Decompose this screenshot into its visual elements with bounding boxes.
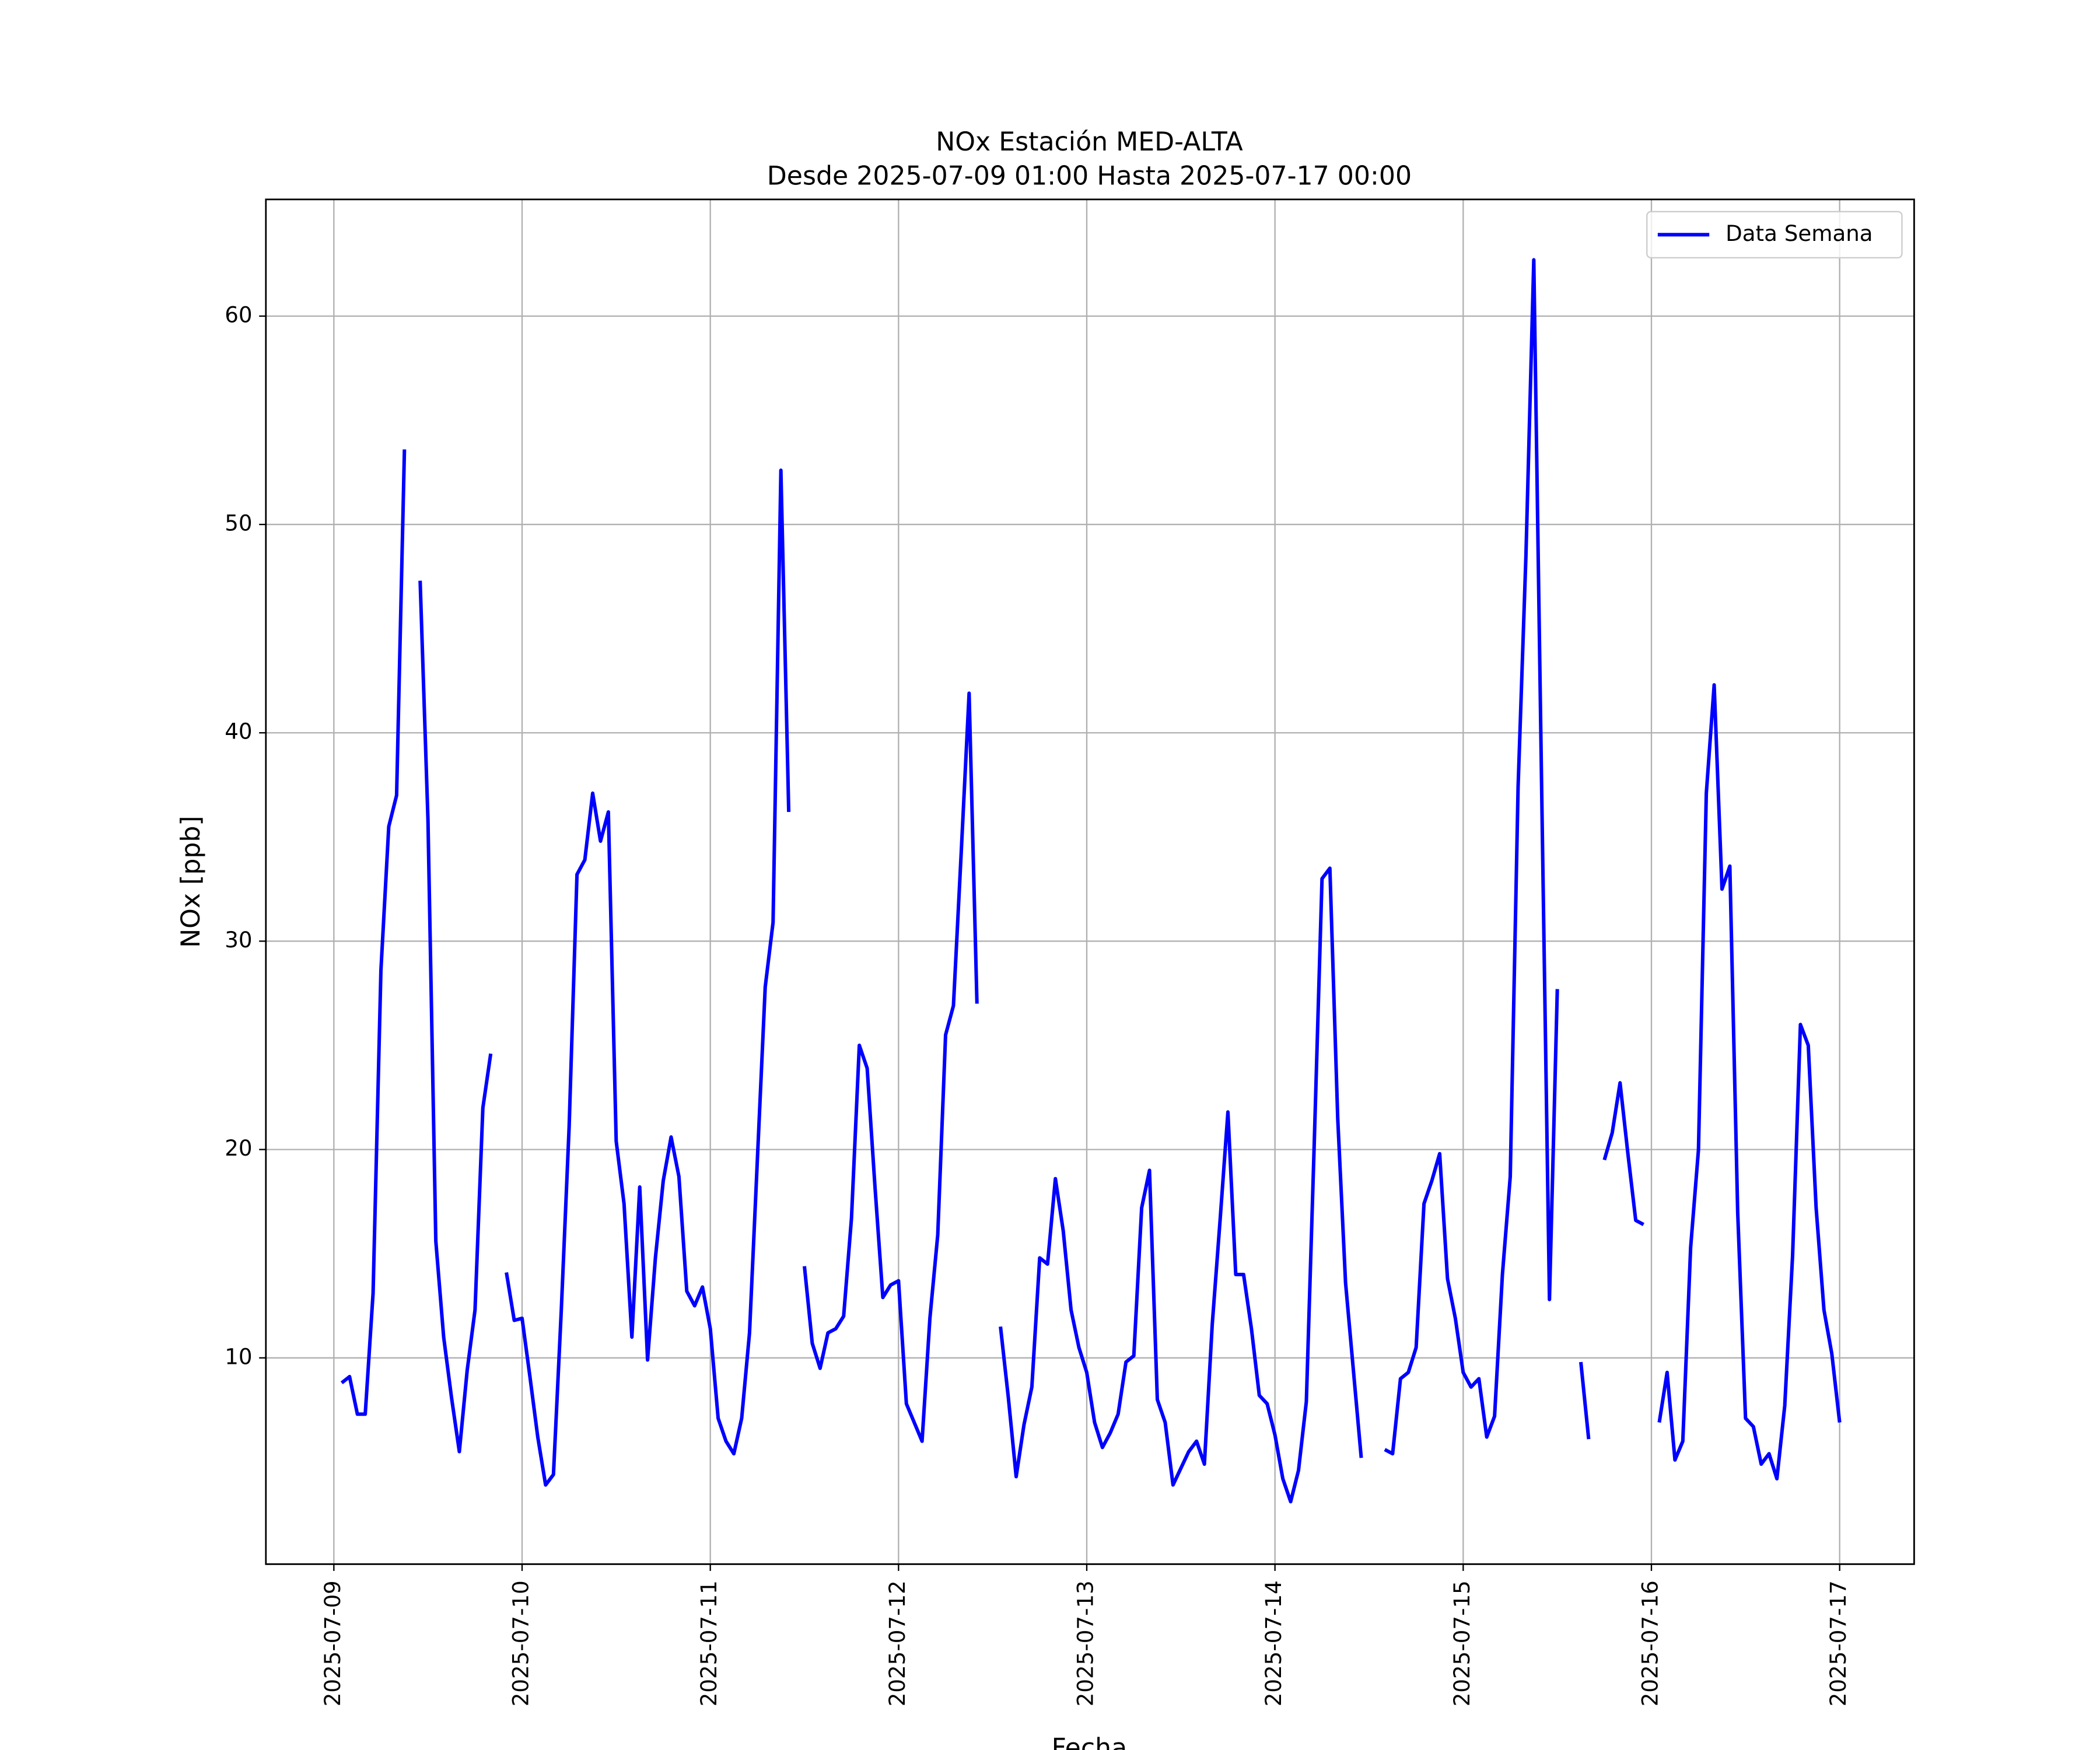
x-tick-label: 2025-07-14 [1261, 1580, 1286, 1706]
y-tick-label: 50 [225, 510, 252, 536]
legend-label: Data Semana [1726, 220, 1873, 246]
x-tick-label: 2025-07-17 [1825, 1580, 1851, 1706]
y-tick-label: 10 [225, 1343, 252, 1369]
y-tick-label: 20 [225, 1135, 252, 1161]
x-tick-label: 2025-07-11 [696, 1580, 722, 1706]
y-tick-label: 30 [225, 927, 252, 953]
data-line [340, 258, 1842, 1504]
y-tick-label: 40 [225, 719, 252, 744]
x-tick-label: 2025-07-09 [320, 1580, 345, 1706]
chart-subtitle: Desde 2025-07-09 01:00 Hasta 2025-07-17 … [767, 161, 1412, 191]
chart-title: NOx Estación MED-ALTA [936, 127, 1242, 157]
x-tick-label: 2025-07-15 [1449, 1580, 1475, 1706]
legend-box [1646, 211, 1903, 259]
x-tick-label: 2025-07-10 [508, 1580, 534, 1706]
plot-frame [265, 198, 1915, 1565]
x-tick-label: 2025-07-12 [884, 1580, 910, 1706]
x-tick-label: 2025-07-13 [1073, 1580, 1098, 1706]
x-tick-label: 2025-07-16 [1637, 1580, 1663, 1706]
y-tick-label: 60 [225, 302, 252, 327]
y-axis-label: NOx [ppb] [176, 816, 206, 948]
x-axis-label: Fecha [1052, 1734, 1128, 1750]
